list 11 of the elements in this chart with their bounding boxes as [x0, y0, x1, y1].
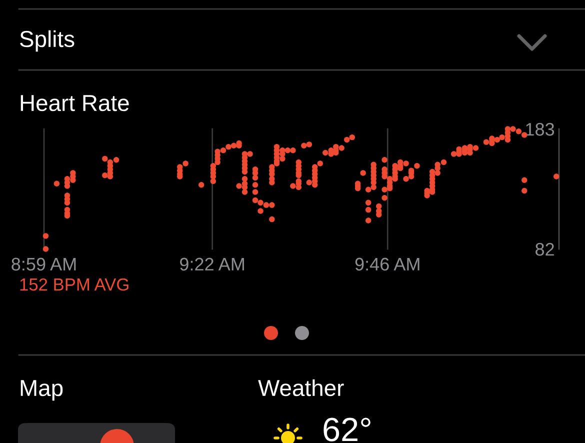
- x-tick-label: 9:46 AM: [355, 258, 420, 271]
- y-tick-label: 183: [526, 122, 554, 136]
- x-tick-label: 8:59 AM: [12, 258, 76, 271]
- x-tick-label: 9:22 AM: [180, 258, 244, 271]
- text: Weather: [258, 379, 344, 396]
- text: 152 BPM AVG: [20, 278, 128, 291]
- text: Map: [20, 380, 63, 401]
- text: 62°: [324, 418, 370, 442]
- chart-title: Heart Rate: [20, 95, 129, 112]
- text: Splits: [20, 30, 74, 52]
- y-tick-label: 82: [536, 242, 554, 256]
